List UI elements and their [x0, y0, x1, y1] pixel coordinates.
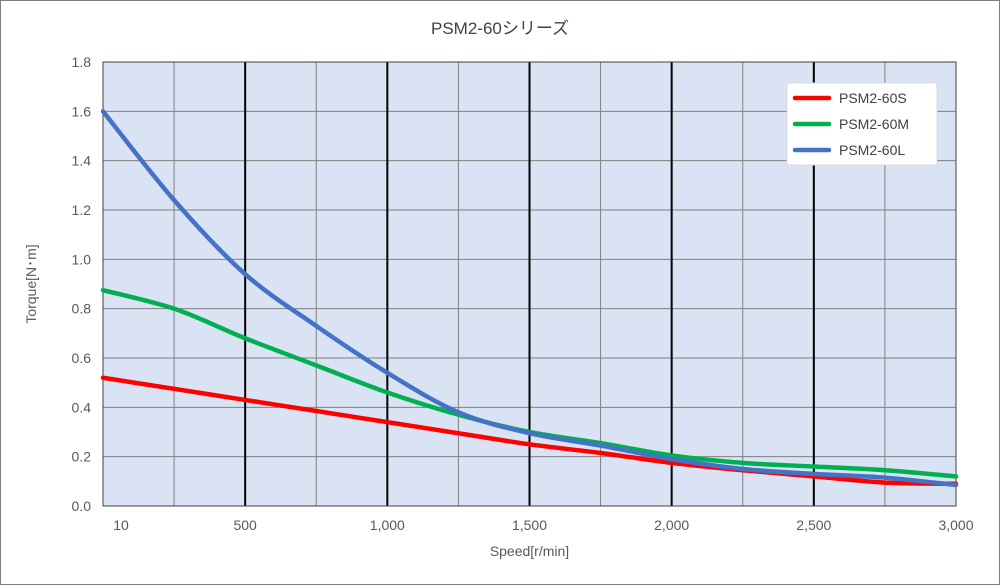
- legend-label: PSM2-60S: [839, 90, 907, 106]
- y-tick-label: 1.4: [72, 153, 92, 169]
- x-axis-ticks: 10 500 1,000 1,500 2,000 2,500 3,000: [113, 517, 974, 533]
- y-tick-label: 1.8: [72, 54, 92, 70]
- y-tick-label: 0.2: [72, 449, 92, 465]
- y-tick-label: 0.6: [72, 350, 92, 366]
- series-lines: [100, 109, 959, 488]
- x-tick-label: 1,500: [512, 517, 547, 533]
- legend-label: PSM2-60L: [839, 142, 905, 158]
- series-line-psm2-60s: [100, 375, 959, 487]
- plot-border: [102, 61, 957, 507]
- x-tick-label: 500: [233, 517, 257, 533]
- x-tick-label: 3,000: [938, 517, 973, 533]
- y-tick-label: 0.8: [72, 301, 92, 317]
- y-tick-label: 1.2: [72, 202, 92, 218]
- x-tick-label: 10: [113, 517, 129, 533]
- y-tick-label: 1.0: [72, 251, 92, 267]
- chart-title: PSM2-60シリーズ: [431, 19, 569, 38]
- y-tick-label: 0.4: [72, 399, 92, 415]
- x-tick-label: 1,000: [370, 517, 405, 533]
- y-axis-label: Torque[N･m]: [23, 244, 39, 323]
- y-axis-ticks: 0.0 0.2 0.4 0.6 0.8 1.0 1.2 1.4 1.6 1.8: [72, 54, 92, 514]
- legend-label: PSM2-60M: [839, 116, 909, 132]
- y-tick-label: 0.0: [72, 498, 92, 514]
- series-line-psm2-60l: [100, 109, 959, 488]
- x-tick-label: 2,500: [796, 517, 831, 533]
- legend: PSM2-60S PSM2-60M PSM2-60L: [786, 82, 938, 166]
- y-tick-label: 1.6: [72, 103, 92, 119]
- x-axis-label: Speed[r/min]: [490, 543, 569, 559]
- x-tick-label: 2,000: [654, 517, 689, 533]
